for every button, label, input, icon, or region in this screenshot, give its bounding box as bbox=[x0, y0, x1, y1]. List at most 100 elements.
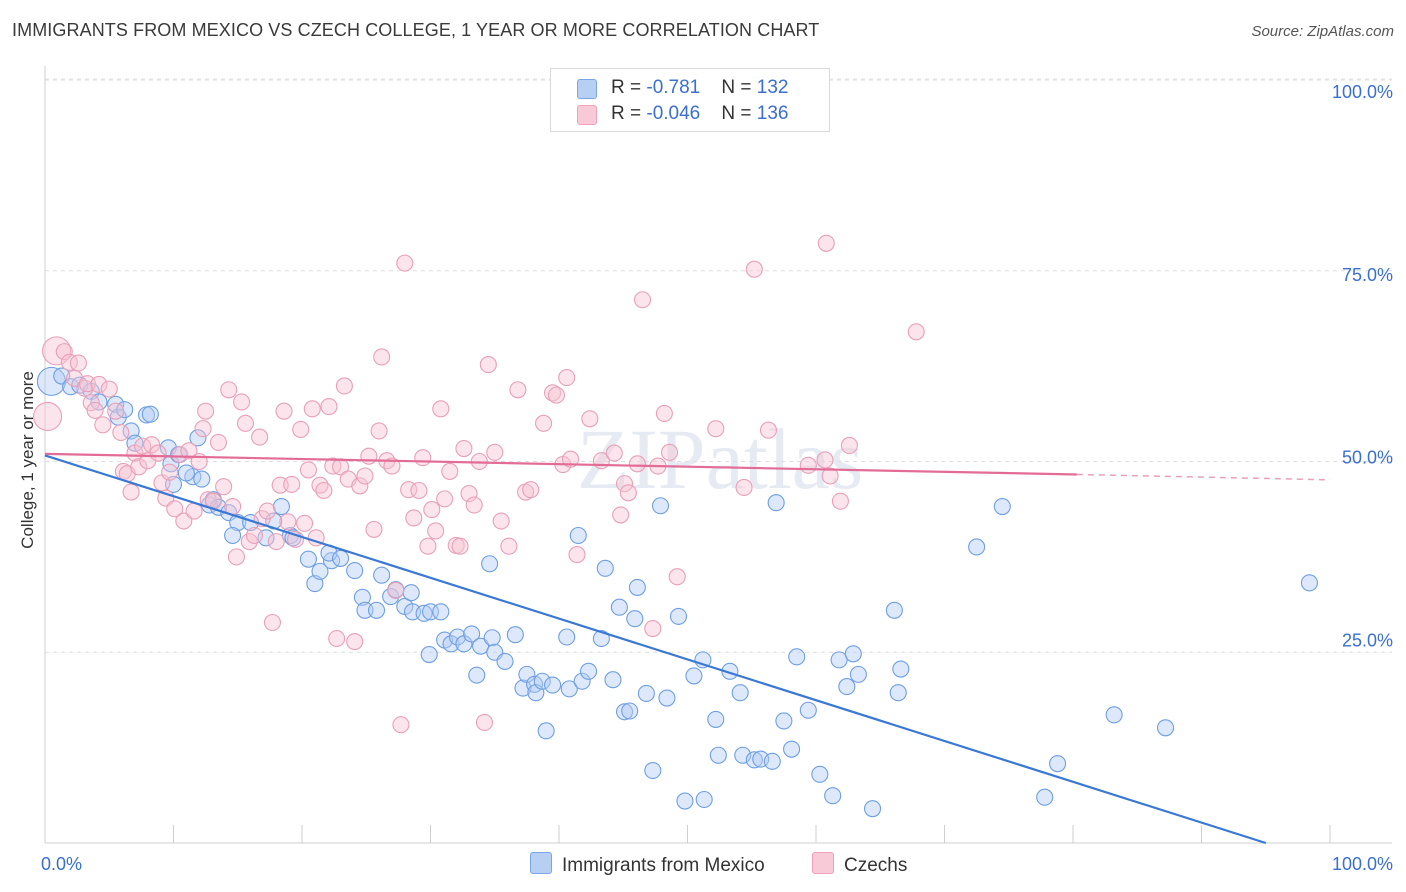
data-point bbox=[707, 420, 725, 438]
legend-r-value-czechs: -0.046 bbox=[646, 103, 701, 124]
data-point bbox=[547, 386, 565, 404]
data-point bbox=[1049, 755, 1067, 773]
data-point bbox=[177, 464, 195, 482]
data-point bbox=[558, 628, 576, 646]
data-point bbox=[116, 401, 134, 419]
data-point bbox=[315, 481, 333, 500]
data-point bbox=[311, 562, 329, 580]
tick-labels: 100.0% 75.0% 50.0% 25.0% 0.0% 100.0% bbox=[41, 82, 1393, 874]
data-point bbox=[544, 676, 562, 694]
data-point bbox=[492, 512, 510, 530]
trend-line-mexico bbox=[44, 454, 1267, 845]
data-point bbox=[392, 716, 410, 734]
data-point bbox=[685, 667, 703, 685]
data-point bbox=[707, 710, 725, 728]
bottom-legend-label-czechs: Czechs bbox=[844, 855, 908, 876]
data-point bbox=[76, 379, 94, 397]
data-point bbox=[621, 702, 639, 720]
data-point bbox=[568, 546, 586, 564]
y-tick-label: 75.0% bbox=[1342, 265, 1393, 285]
data-point bbox=[402, 584, 420, 602]
data-point bbox=[763, 752, 781, 770]
data-point bbox=[60, 353, 78, 371]
data-point bbox=[783, 740, 801, 758]
data-point bbox=[816, 451, 834, 469]
data-point bbox=[360, 447, 378, 465]
data-point bbox=[272, 497, 290, 516]
data-point bbox=[62, 378, 80, 396]
data-point bbox=[775, 712, 793, 730]
data-point bbox=[709, 746, 727, 764]
data-point bbox=[651, 497, 670, 515]
data-point bbox=[436, 490, 454, 508]
y-tick-label: 25.0% bbox=[1342, 630, 1393, 650]
data-point bbox=[419, 537, 437, 555]
legend-r-label: R = bbox=[611, 77, 647, 98]
data-point bbox=[367, 601, 386, 619]
stats-legend: R = -0.781 N = 132 R = -0.046 N = 136 bbox=[550, 68, 830, 132]
data-point bbox=[410, 481, 428, 500]
data-point bbox=[209, 433, 228, 451]
data-point bbox=[455, 439, 473, 458]
data-point bbox=[33, 401, 63, 432]
x-tick-label-min: 0.0% bbox=[41, 854, 82, 874]
data-point bbox=[351, 477, 369, 495]
data-point bbox=[353, 588, 371, 606]
data-point bbox=[849, 665, 867, 683]
data-point bbox=[655, 404, 673, 422]
data-point bbox=[414, 449, 432, 467]
data-point bbox=[441, 462, 459, 480]
data-point bbox=[615, 703, 634, 721]
legend-n-label: N = bbox=[721, 103, 757, 124]
data-point bbox=[166, 500, 184, 518]
data-point bbox=[537, 722, 555, 740]
data-point bbox=[227, 548, 246, 566]
data-point bbox=[658, 689, 676, 707]
data-point bbox=[420, 645, 438, 664]
data-point bbox=[745, 260, 763, 278]
data-point bbox=[745, 751, 763, 769]
data-point bbox=[383, 457, 401, 475]
data-point bbox=[107, 395, 125, 413]
data-point bbox=[569, 526, 587, 545]
data-point bbox=[194, 420, 212, 438]
data-point bbox=[863, 800, 882, 818]
data-point bbox=[356, 467, 374, 485]
data-point bbox=[637, 684, 655, 703]
data-point bbox=[1036, 788, 1054, 806]
watermark: ZIPatlas bbox=[577, 411, 864, 507]
data-point bbox=[668, 568, 686, 586]
bottom-legend-label-mexico: Immigrants from Mexico bbox=[562, 855, 765, 876]
data-point bbox=[799, 701, 817, 719]
data-point bbox=[1156, 719, 1175, 737]
data-point bbox=[573, 672, 591, 690]
data-point bbox=[275, 402, 293, 420]
data-point bbox=[596, 559, 614, 577]
data-point bbox=[506, 626, 524, 644]
legend-n-label: N = bbox=[721, 77, 757, 98]
chart-title: IMMIGRANTS FROM MEXICO VS CZECH COLLEGE,… bbox=[12, 20, 820, 40]
data-point bbox=[100, 380, 118, 398]
data-point bbox=[448, 628, 467, 646]
data-point bbox=[423, 501, 441, 519]
data-point bbox=[824, 787, 842, 805]
data-point bbox=[628, 578, 646, 596]
data-point bbox=[644, 620, 662, 638]
data-point bbox=[626, 610, 644, 628]
data-point bbox=[509, 381, 527, 399]
data-point bbox=[299, 550, 317, 568]
data-point bbox=[171, 446, 189, 464]
data-point bbox=[558, 369, 576, 387]
legend-n-value-czechs: 136 bbox=[756, 103, 789, 124]
data-point bbox=[149, 444, 167, 462]
data-point bbox=[346, 562, 364, 580]
data-point bbox=[475, 713, 494, 731]
data-point bbox=[107, 402, 125, 420]
data-point bbox=[468, 666, 486, 684]
data-point bbox=[821, 467, 839, 485]
legend-r-value-mexico: -0.781 bbox=[646, 77, 701, 98]
data-point bbox=[189, 429, 207, 447]
data-point bbox=[522, 481, 540, 499]
y-tick-label: 50.0% bbox=[1342, 448, 1393, 468]
data-point bbox=[373, 348, 391, 366]
